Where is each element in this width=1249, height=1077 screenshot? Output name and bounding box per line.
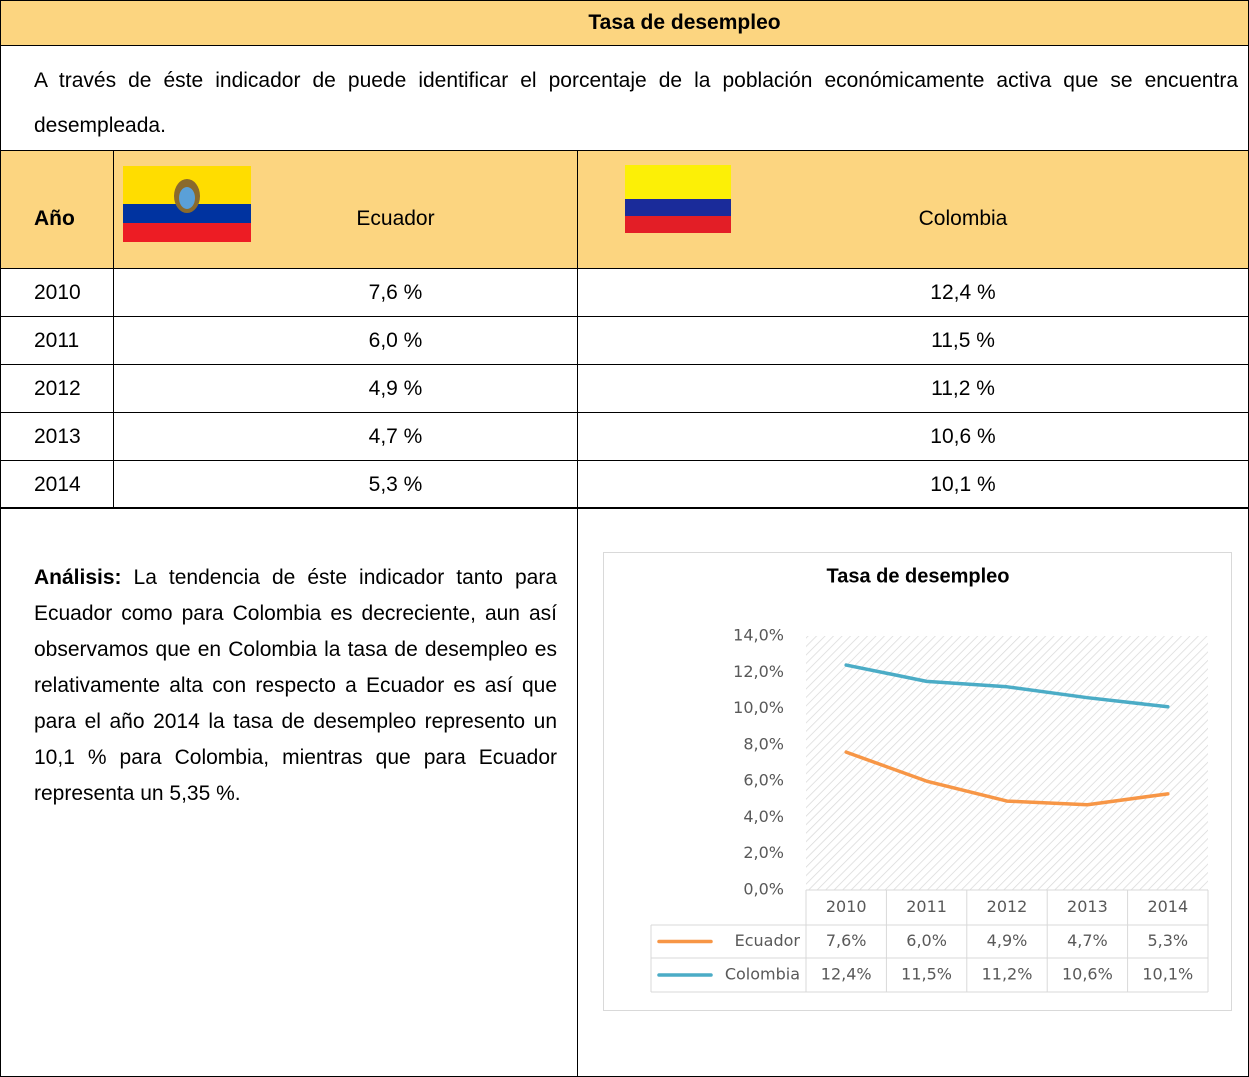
table-cell: 4,9 %: [113, 364, 578, 413]
series-line: [844, 750, 1170, 807]
table-cell: 2012: [0, 364, 114, 413]
analysis-label: Análisis:: [34, 566, 122, 589]
table-cell: 2013: [0, 412, 114, 461]
chart-title: Tasa de desempleo: [826, 565, 1009, 587]
data-label: 11,5%: [901, 965, 952, 984]
data-label: 12,4%: [821, 965, 872, 984]
y-tick-label: 4,0%: [743, 807, 784, 826]
table-cell: 6,0 %: [113, 316, 578, 365]
x-tick-label: 2010: [826, 897, 867, 916]
flag-colombia: [625, 165, 731, 233]
legend-label: Colombia: [725, 965, 800, 984]
table-cell: 5,3 %: [113, 460, 578, 509]
header-row: Ecuador: [113, 150, 578, 269]
x-tick-label: 2011: [906, 897, 947, 916]
y-tick-label: 10,0%: [733, 698, 784, 717]
column-header: Año: [34, 206, 75, 230]
header-row: Año: [0, 150, 114, 269]
analysis-text: La tendencia de éste indicador tanto par…: [34, 566, 558, 805]
table-cell: 4,7 %: [113, 412, 578, 461]
table-cell: 2014: [0, 460, 114, 509]
data-label: 4,9%: [987, 931, 1028, 950]
data-label: 10,1%: [1142, 965, 1193, 984]
data-label: 11,2%: [982, 965, 1033, 984]
legend-label: Ecuador: [735, 931, 801, 950]
table-cell: 10,1 %: [577, 460, 1249, 509]
y-tick-label: 2,0%: [743, 843, 784, 862]
description: A través de éste indicador de puede iden…: [34, 69, 1238, 137]
table-cell: 12,4 %: [577, 268, 1249, 317]
column-header: Colombia: [918, 206, 1008, 230]
table-cell: 2011: [0, 316, 114, 365]
data-label: 6,0%: [906, 931, 947, 950]
data-label: 4,7%: [1067, 931, 1108, 950]
x-tick-label: 2014: [1147, 897, 1188, 916]
data-label: 10,6%: [1062, 965, 1113, 984]
y-tick-label: 6,0%: [743, 771, 784, 790]
table-cell: 11,2 %: [577, 364, 1249, 413]
plot-area: [806, 636, 1208, 890]
table-cell: 11,5 %: [577, 316, 1249, 365]
y-tick-label: 12,0%: [733, 662, 784, 681]
data-label: 5,3%: [1147, 931, 1188, 950]
column-header: Ecuador: [356, 206, 435, 230]
x-tick-label: 2013: [1067, 897, 1108, 916]
x-tick-label: 2012: [987, 897, 1028, 916]
analysis: Análisis: La tendencia de éste indicador…: [34, 560, 557, 812]
analysis-cell: Análisis: La tendencia de éste indicador…: [0, 507, 578, 1077]
y-tick-label: 8,0%: [743, 734, 784, 753]
table-cell: 2010: [0, 268, 114, 317]
header-row: Colombia: [577, 150, 1249, 269]
title: Tasa de desempleo: [588, 11, 781, 34]
description-row: A través de éste indicador de puede iden…: [0, 45, 1249, 151]
series-line: [844, 663, 1170, 709]
data-label: 7,6%: [826, 931, 867, 950]
title-row: Tasa de desempleo: [0, 0, 1249, 46]
table-cell: 7,6 %: [113, 268, 578, 317]
y-tick-label: 0,0%: [743, 880, 784, 899]
y-tick-label: 14,0%: [733, 626, 784, 645]
chart: Tasa de desempleo 0,0% 2,0% 4,0% 6,0% 8,0% 10,…: [603, 552, 1232, 1011]
table-cell: 10,6 %: [577, 412, 1249, 461]
flag-ecuador: [123, 166, 251, 242]
